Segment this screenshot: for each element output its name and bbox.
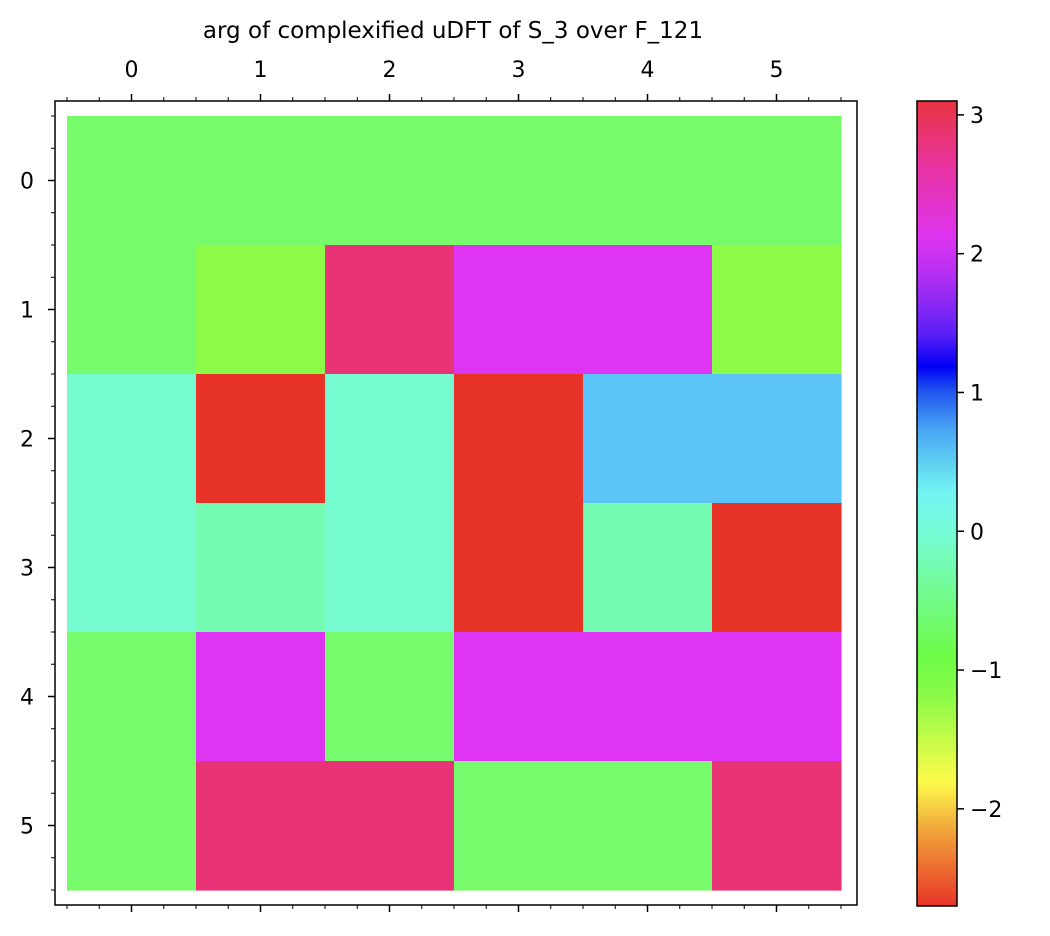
x-tick-label: 0: [125, 58, 139, 83]
heatmap-cell: [325, 632, 455, 762]
heatmap-cell: [454, 503, 584, 633]
heatmap-cell: [454, 632, 584, 762]
heatmap-cell: [325, 245, 455, 375]
axis-ticks: [48, 94, 842, 912]
heatmap-cell: [454, 761, 584, 891]
x-tick-labels: 0 1 2 3 4 5: [125, 58, 784, 83]
colorbar-tick-label: −1: [970, 659, 1002, 684]
heatmap-cell: [67, 116, 197, 246]
x-tick-label: 4: [641, 58, 655, 83]
colorbar-tick-label: −2: [970, 798, 1002, 823]
heatmap-cell: [583, 374, 713, 504]
heatmap-cell: [583, 632, 713, 762]
heatmap-cell: [712, 632, 842, 762]
heatmap-cell: [712, 245, 842, 375]
x-tick-label: 1: [254, 58, 268, 83]
colorbar-tick-label: 3: [970, 104, 984, 129]
y-tick-label: 1: [20, 299, 34, 324]
y-tick-label: 2: [20, 428, 34, 453]
chart-title: arg of complexified uDFT of S_3 over F_1…: [203, 18, 703, 44]
heatmap-cell: [583, 761, 713, 891]
heatmap-cell: [712, 503, 842, 633]
colorbar-tick-label: 2: [970, 243, 984, 268]
y-tick-label: 4: [20, 686, 34, 711]
y-tick-label: 3: [20, 557, 34, 582]
x-tick-label: 5: [770, 58, 784, 83]
heatmap-cell: [67, 632, 197, 762]
colorbar: [916, 100, 958, 907]
heatmap-cell: [196, 245, 326, 375]
colorbar-tick-label: 0: [970, 520, 984, 545]
heatmap-cell: [454, 245, 584, 375]
heatmap-cells: [67, 116, 842, 891]
y-tick-labels: 0 1 2 3 4 5: [20, 170, 34, 840]
heatmap-cell: [67, 374, 197, 504]
heatmap-cell: [583, 503, 713, 633]
heatmap-cell: [583, 116, 713, 246]
heatmap-cell: [196, 374, 326, 504]
heatmap-cell: [325, 374, 455, 504]
heatmap-cell: [325, 503, 455, 633]
x-tick-label: 3: [512, 58, 526, 83]
heatmap-cell: [583, 245, 713, 375]
heatmap-cell: [67, 761, 197, 891]
colorbar-tick-label: 1: [970, 381, 984, 406]
heatmap-cell: [325, 761, 455, 891]
heatmap-cell: [196, 761, 326, 891]
heatmap-cell: [196, 503, 326, 633]
colorbar-ticks: 3 2 1 0 −1 −2: [957, 104, 1002, 823]
heatmap-cell: [454, 116, 584, 246]
y-tick-label: 0: [20, 170, 34, 195]
heatmap-cell: [454, 374, 584, 504]
heatmap-cell: [712, 116, 842, 246]
heatmap-cell: [712, 374, 842, 504]
x-tick-label: 2: [383, 58, 397, 83]
heatmap-cell: [196, 632, 326, 762]
heatmap-cell: [67, 503, 197, 633]
heatmap-cell: [325, 116, 455, 246]
heatmap-cell: [712, 761, 842, 891]
heatmap-cell: [67, 245, 197, 375]
y-tick-label: 5: [20, 815, 34, 840]
heatmap-cell: [196, 116, 326, 246]
